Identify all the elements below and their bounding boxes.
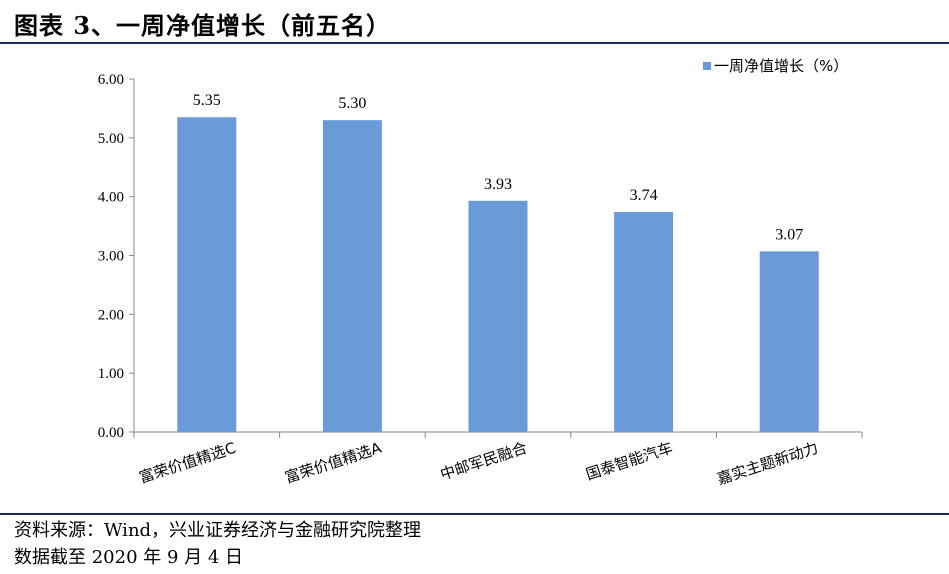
category-label: 富荣价值精选A — [283, 438, 385, 486]
bar — [759, 251, 819, 432]
bar — [468, 200, 528, 432]
category-label: 富荣价值精选C — [137, 439, 238, 487]
category-label: 中邮军民融合 — [438, 439, 529, 484]
y-tick-label: 5.00 — [98, 131, 124, 147]
data-label: 5.30 — [338, 95, 366, 112]
bars — [177, 117, 819, 432]
y-tick-label: 3.00 — [98, 249, 124, 265]
legend-swatch — [703, 62, 711, 70]
data-label: 3.07 — [775, 226, 803, 243]
data-label: 5.35 — [193, 92, 221, 109]
category-label: 国泰智能汽车 — [584, 439, 675, 484]
y-tick-label: 4.00 — [98, 190, 124, 206]
bar — [322, 120, 382, 432]
data-label: 3.93 — [484, 176, 512, 193]
bar-chart: 0.00 1.00 2.00 3.00 4.00 5.00 6.00 5.35 5.30 3.9… — [98, 57, 863, 488]
legend: 一周净值增长（%） — [703, 57, 848, 75]
bar — [614, 211, 674, 432]
bar — [177, 117, 237, 432]
category-labels: 富荣价值精选C 富荣价值精选A 中邮军民融合 国泰智能汽车 嘉实主题新动力 — [137, 438, 821, 488]
data-labels: 5.35 5.30 3.93 3.74 3.07 — [193, 92, 803, 243]
y-tick-label: 0.00 — [98, 425, 124, 441]
y-tick-label: 2.00 — [98, 307, 124, 323]
y-tick-label: 6.00 — [98, 72, 124, 88]
date-note: 数据截至 2020 年 9 月 4 日 — [14, 547, 244, 568]
y-axis: 0.00 1.00 2.00 3.00 4.00 5.00 6.00 — [98, 72, 135, 441]
data-label: 3.74 — [630, 187, 658, 204]
figure-title: 图表 3、一周净值增长（前五名） — [14, 11, 392, 40]
y-tick-label: 1.00 — [98, 366, 124, 382]
source-note: 资料来源：Wind，兴业证券经济与金融研究院整理 — [14, 520, 422, 541]
title-rule — [0, 42, 949, 44]
legend-label: 一周净值增长（%） — [714, 57, 848, 75]
footer-rule — [0, 513, 949, 515]
x-axis — [133, 431, 863, 438]
category-label: 嘉实主题新动力 — [715, 439, 820, 489]
